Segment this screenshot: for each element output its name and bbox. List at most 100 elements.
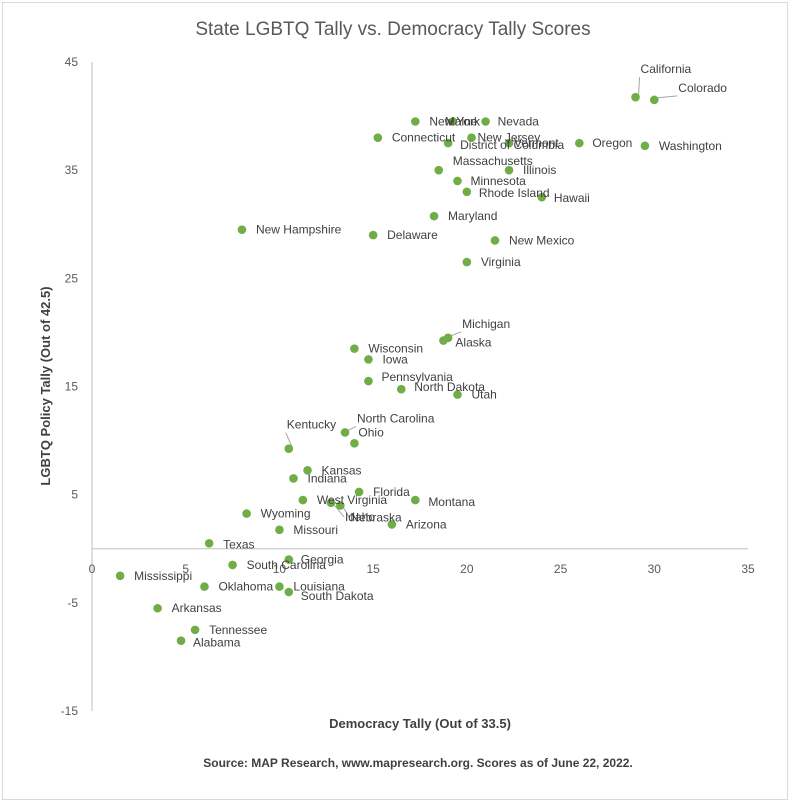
point-label-washington: Washington [659, 139, 722, 153]
point-label-minnesota: Minnesota [470, 174, 526, 188]
leader-line-california [638, 77, 641, 96]
leader-line-michigan [450, 331, 462, 337]
data-point-rhode-island [462, 187, 472, 197]
data-point-connecticut [373, 133, 383, 143]
point-label-district-of-columbia: District of Columbia [460, 138, 564, 152]
y-tick-label: -5 [67, 596, 78, 610]
y-tick-label: -15 [61, 704, 79, 718]
data-point-montana [411, 495, 420, 505]
source-note: Source: MAP Research, www.mapresearch.or… [203, 756, 633, 770]
x-tick-label: 20 [460, 562, 474, 576]
point-label-louisiana: Louisiana [293, 580, 345, 594]
data-point-virginia [462, 257, 472, 267]
point-label-new-hampshire: New Hampshire [256, 223, 342, 237]
x-axis-title: Democracy Tally (Out of 33.5) [329, 716, 511, 731]
data-point-south-carolina [228, 560, 237, 570]
data-point-iowa [364, 355, 373, 364]
point-label-massachusetts: Massachusetts [453, 154, 533, 168]
point-label-texas: Texas [223, 537, 254, 551]
x-tick-label: 5 [182, 562, 189, 576]
point-label-hawaii: Hawaii [554, 191, 590, 205]
data-point-colorado [649, 95, 659, 105]
data-point-minnesota [453, 176, 462, 186]
y-tick-label: 25 [65, 271, 79, 285]
point-label-kentucky: Kentucky [287, 418, 336, 432]
data-point-missouri [275, 525, 284, 535]
point-label-tennessee: Tennessee [209, 623, 267, 637]
point-label-vermont: Vermont [514, 136, 559, 150]
data-point-texas [204, 539, 214, 548]
data-point-oklahoma [200, 582, 209, 591]
data-point-california [631, 92, 640, 102]
y-tick-label: 35 [65, 163, 79, 177]
leader-line-nebraska [342, 507, 350, 518]
point-labels: California Colorado Washington Oregon Vermon… [134, 62, 727, 650]
data-point-utah [453, 390, 462, 399]
point-label-connecticut: Connecticut [392, 131, 456, 145]
data-point-arkansas [153, 603, 162, 613]
data-point-maryland [429, 211, 439, 221]
data-point-massachusetts [434, 165, 444, 175]
x-tick-label: 0 [89, 562, 96, 576]
leader-line-north-carolina [347, 426, 357, 431]
data-point-district-of-columbia [443, 138, 453, 148]
data-point-hawaii [537, 192, 547, 202]
data-point-washington [640, 141, 650, 151]
point-label-delaware: Delaware [387, 228, 438, 242]
point-label-north-dakota: North Dakota [414, 380, 485, 394]
point-label-maryland: Maryland [448, 209, 497, 223]
point-label-iowa: Iowa [382, 352, 408, 366]
point-label-alaska: Alaska [455, 336, 491, 350]
data-point-vermont [504, 138, 514, 148]
point-label-michigan: Michigan [462, 317, 510, 331]
point-label-arizona: Arizona [406, 517, 447, 531]
point-label-florida: Florida [373, 485, 410, 499]
point-label-pennsylvania: Pennsylvania [381, 370, 453, 384]
data-point-alabama [176, 636, 186, 645]
point-label-ohio: Ohio [358, 425, 384, 439]
point-label-indiana: Indiana [307, 471, 347, 485]
data-point-oregon [575, 138, 584, 148]
data-point-alaska [439, 336, 448, 345]
leader-line-colorado [657, 95, 678, 99]
point-label-new-mexico: New Mexico [509, 233, 575, 247]
data-point-louisiana [275, 582, 284, 591]
data-point-florida [354, 487, 364, 497]
x-tick-label: 10 [273, 562, 287, 576]
data-point-kansas [303, 466, 312, 475]
data-point-new-jersey [467, 133, 476, 143]
point-label-north-carolina: North Carolina [357, 411, 435, 425]
data-point-wyoming [242, 509, 251, 518]
point-label-south-carolina: South Carolina [247, 558, 327, 572]
point-label-missouri: Missouri [293, 523, 338, 537]
data-point-ohio [350, 438, 359, 448]
data-point-indiana [289, 474, 298, 483]
y-axis-title: LGBTQ Policy Tally (Out of 42.5) [38, 286, 53, 485]
point-label-new-jersey: New Jersey [478, 131, 541, 145]
data-point-new-mexico [490, 236, 500, 245]
point-label-maine: Maine [445, 114, 478, 128]
data-point-north-carolina [340, 428, 350, 437]
point-label-west-virginia: West Virginia [317, 493, 388, 507]
data-point-south-dakota [284, 587, 294, 597]
data-points [115, 92, 659, 645]
data-point-pennsylvania [364, 376, 373, 386]
point-label-alabama: Alabama [193, 636, 241, 650]
y-tick-label: 15 [65, 380, 79, 394]
point-label-colorado: Colorado [678, 81, 727, 95]
point-label-arkansas: Arkansas [172, 601, 222, 615]
data-point-kentucky [284, 444, 294, 453]
y-tick-label: 5 [71, 488, 78, 502]
point-label-utah: Utah [471, 388, 496, 402]
point-label-oklahoma: Oklahoma [218, 580, 273, 594]
x-tick-label: 15 [366, 562, 380, 576]
x-tick-label: 25 [554, 562, 568, 576]
point-label-oregon: Oregon [592, 136, 632, 150]
point-label-new-york: New York [429, 114, 481, 128]
data-point-wisconsin [350, 344, 359, 353]
chart-title: State LGBTQ Tally vs. Democracy Tally Sc… [195, 19, 590, 40]
point-label-kansas: Kansas [322, 463, 362, 477]
data-point-tennessee [190, 625, 200, 635]
